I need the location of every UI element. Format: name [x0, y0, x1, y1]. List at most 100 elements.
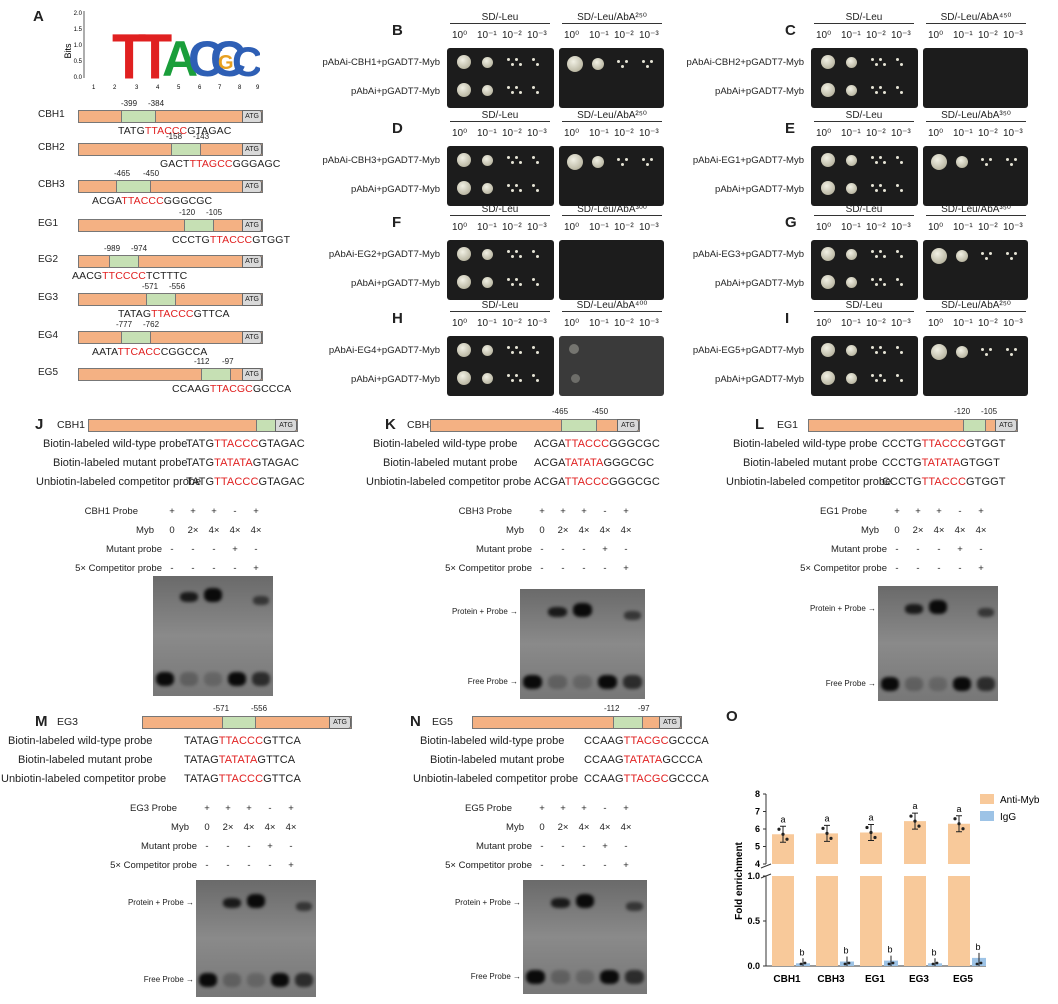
- site-position-end: -556: [169, 282, 186, 291]
- site-position-start: -571: [142, 282, 159, 291]
- seq-flank: CCCTG: [882, 476, 922, 488]
- svg-text:1.5: 1.5: [74, 27, 83, 33]
- yeast-colony: [956, 346, 968, 358]
- row-competitor-probe-value: -: [561, 860, 565, 871]
- yeast-colony: [511, 63, 514, 66]
- site-position-start: -571: [213, 704, 230, 713]
- free-probe-band: [252, 672, 270, 686]
- yeast-colony: [519, 255, 522, 258]
- construct-test-label: pAbAi-EG5+pGADT7-Myb: [692, 345, 804, 356]
- atg-box: ATG: [617, 419, 639, 432]
- panel-label-c: C: [785, 22, 796, 39]
- row-myb-value: 4×: [208, 525, 220, 536]
- yeast-colony: [871, 346, 874, 349]
- yeast-colony: [536, 283, 539, 286]
- dilution-label: 10⁻³: [639, 318, 659, 329]
- dilution-label: 10⁰: [564, 222, 580, 233]
- emsa-gene-name: CBH1: [57, 419, 86, 431]
- plate-aba: [923, 48, 1028, 108]
- promoter-gene-name: EG3: [38, 292, 59, 303]
- dilution-label: 10⁻¹: [589, 128, 609, 139]
- row-competitor-probe-value: -: [895, 563, 899, 574]
- row-competitor-probe-value: -: [268, 860, 272, 871]
- row-myb-value: 4×: [264, 822, 276, 833]
- data-point: [909, 814, 913, 818]
- x-tick-label: EG5: [953, 974, 973, 985]
- row-mutant-probe-value: -: [582, 544, 586, 555]
- data-point: [821, 826, 825, 830]
- emsa-gel-image: [523, 880, 647, 994]
- panel-label-j: J: [35, 416, 44, 433]
- data-point: [935, 961, 939, 965]
- yeast-colony: [625, 60, 628, 63]
- emsa-gene-name: EG1: [777, 419, 799, 431]
- atg-box: ATG: [329, 716, 351, 729]
- y-tick-label: 0.5: [747, 916, 760, 926]
- promoter-bar: ATG: [78, 219, 263, 232]
- row-myb-value: 0: [539, 822, 545, 833]
- data-point: [917, 824, 921, 828]
- row-myb-value: 4×: [620, 822, 632, 833]
- yeast-colony: [875, 255, 878, 258]
- yeast-colony: [457, 371, 471, 385]
- yeast-colony: [457, 181, 471, 195]
- data-point: [843, 962, 847, 966]
- yeast-colony: [567, 154, 583, 170]
- yeast-colony: [875, 161, 878, 164]
- yeast-colony: [532, 58, 535, 61]
- row-mutant-probe-value: -: [254, 544, 258, 555]
- row-competitor-probe-label: 5× Competitor probe: [445, 563, 532, 574]
- row-competitor-probe-value: -: [540, 563, 544, 574]
- yeast-colony: [883, 379, 886, 382]
- construct-control-label: pAbAi+pGADT7-Myb: [715, 374, 804, 385]
- data-point: [979, 961, 983, 965]
- probe-sequence-wildtype: TATGTTACCCGTAGAC: [186, 438, 305, 450]
- yeast-colony: [532, 250, 535, 253]
- seq-flank: ACGA: [534, 476, 565, 488]
- svg-text:2.0: 2.0: [74, 11, 83, 17]
- dilution-label: 10⁰: [928, 128, 944, 139]
- seq-core: TTACCC: [921, 476, 966, 488]
- seq-flank: TATAG: [184, 735, 219, 747]
- row-probe-value: -: [603, 803, 607, 814]
- free-probe-band: [180, 672, 198, 686]
- row-competitor-probe-value: -: [582, 563, 586, 574]
- yeast-colony: [457, 343, 471, 357]
- yeast-colony: [879, 58, 882, 61]
- seq-flank: GGGCGC: [609, 438, 660, 450]
- dilution-label: 10⁰: [928, 222, 944, 233]
- yeast-colony: [875, 63, 878, 66]
- promoter-bar: ATG: [78, 331, 263, 344]
- dilution-label: 10⁻¹: [477, 30, 497, 41]
- site-position-start: -465: [114, 169, 131, 178]
- protein-probe-label: Protein + Probe →: [451, 607, 518, 616]
- yeast-colony: [981, 348, 984, 351]
- row-myb-value: 4×: [578, 822, 590, 833]
- yeast-colony: [625, 158, 628, 161]
- dilution-label: 10⁰: [564, 30, 580, 41]
- yeast-colony: [515, 86, 518, 89]
- row-mutant-probe-value: -: [624, 544, 628, 555]
- row-mutant-probe-value: +: [267, 841, 273, 852]
- probe-sequence-mutant: CCCTGTATATAGTGGT: [882, 457, 1000, 469]
- row-probe-value: -: [268, 803, 272, 814]
- seq-core: TTACCC: [144, 125, 188, 137]
- yeast-colony: [900, 379, 903, 382]
- yeast-colony: [871, 58, 874, 61]
- data-point: [825, 831, 829, 835]
- yeast-colony: [883, 283, 886, 286]
- svg-text:2: 2: [113, 85, 117, 91]
- yeast-colony: [989, 158, 992, 161]
- row-probe-value: +: [581, 506, 587, 517]
- yeast-colony: [879, 374, 882, 377]
- shifted-band: [905, 604, 923, 614]
- seq-flank: GACT: [160, 158, 190, 170]
- y-tick-label: 4: [755, 859, 760, 869]
- x-tick-label: EG1: [865, 974, 885, 985]
- emsa-gel-image: [878, 586, 998, 701]
- yeast-colony: [879, 184, 882, 187]
- dilution-label: 10⁻²: [866, 318, 886, 329]
- seq-core: TTCCCC: [102, 270, 146, 282]
- free-probe-band: [881, 677, 899, 691]
